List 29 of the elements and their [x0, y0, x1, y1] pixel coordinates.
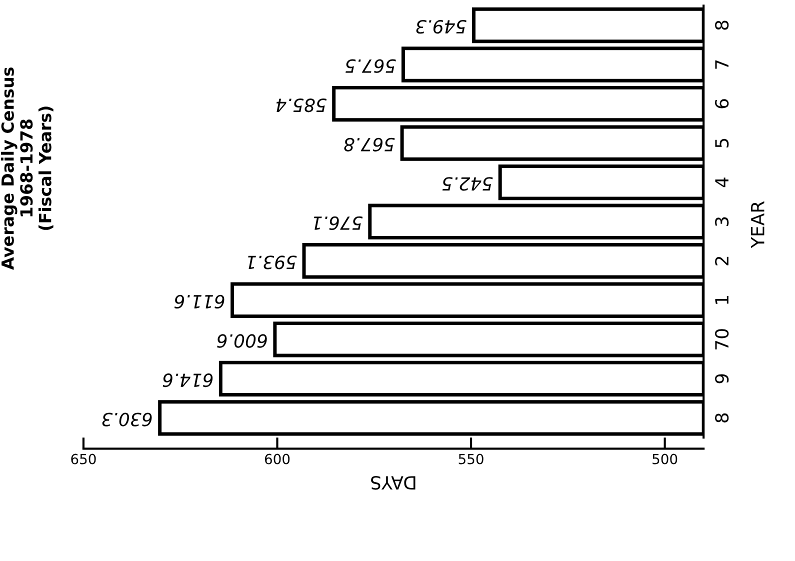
x-tick-label: 550 [458, 454, 484, 464]
y-tick-label: 7 [715, 60, 728, 69]
x-tick-label: 650 [71, 454, 96, 464]
y-tick-label: 2 [715, 256, 728, 266]
y-tick-label: 6 [715, 99, 729, 108]
y-tick-label: 5 [715, 138, 729, 148]
data-label: 567.5 [346, 59, 396, 73]
text: Average Daily Census 1968-1978 (Fiscal Years) [1, 67, 54, 270]
data-label: 542.5 [442, 177, 493, 191]
y-tick-label: 4 [715, 178, 728, 188]
x-tick-label: 500 [652, 454, 678, 464]
data-label: 585.4 [276, 98, 327, 112]
y-axis-title: YEAR [751, 201, 764, 248]
x-tick-label: 600 [264, 454, 290, 464]
data-label: 549.3 [416, 20, 466, 34]
y-tick-label: 70 [715, 329, 729, 350]
y-tick-label: 8 [715, 413, 729, 422]
x-axis-title: DAYS [371, 476, 416, 490]
data-label: 593.1 [248, 256, 297, 270]
y-tick-label: 1 [715, 296, 728, 304]
data-label: 614.6 [162, 373, 213, 388]
y-tick-label: 8 [715, 20, 729, 30]
data-label: 567.8 [344, 138, 395, 152]
y-tick-label: 9 [715, 374, 729, 384]
y-tick-label: 3 [715, 217, 729, 226]
data-label: 630.3 [102, 412, 152, 426]
data-label: 600.6 [217, 334, 267, 348]
data-label: 576.1 [314, 216, 363, 230]
data-label: 611.6 [174, 294, 224, 309]
